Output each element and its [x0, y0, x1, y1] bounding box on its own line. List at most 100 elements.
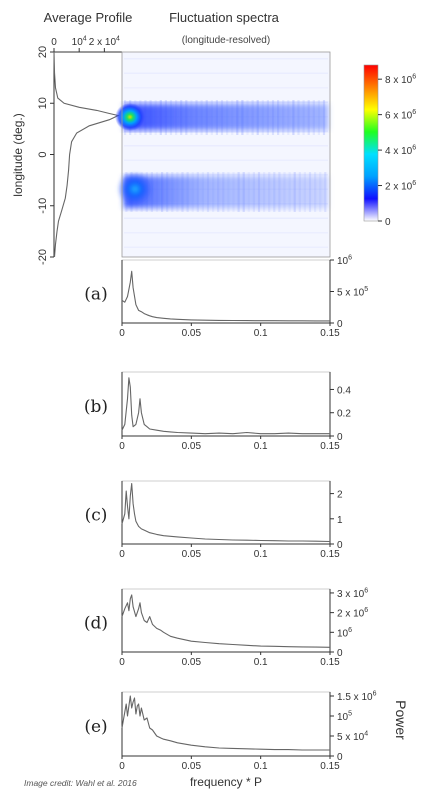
- panel-xtick-label: 0.1: [254, 761, 268, 772]
- panel-ytick-label: 0: [337, 648, 343, 659]
- heatmap-frame: [121, 51, 331, 258]
- panel-a-plot: 0 0.05 0.1 0.15 106 5 x 105 0 (a): [84, 255, 368, 340]
- panel-letter: (c): [85, 506, 108, 526]
- heatmap-band-bottom: [124, 176, 328, 208]
- spectrum-line: [121, 377, 330, 435]
- heatmap-background: [122, 52, 330, 257]
- panel-ytick-label: 105: [337, 711, 352, 724]
- panel-xtick-label: 0.15: [320, 761, 340, 772]
- panel-xtick-label: 0.15: [320, 441, 340, 452]
- colorbar-tick-label: 6 x 106: [385, 109, 416, 122]
- panel-xtick-label: 0.05: [182, 328, 202, 339]
- panel-c-plot: 0 0.05 0.1 0.15 2 1 0 (c): [85, 480, 343, 560]
- heatmap-band-top: [124, 104, 328, 130]
- panel-e-plot: 0 0.05 0.1 0.15 1.5 x 106 105 5 x 104 0 (e): [84, 691, 376, 773]
- panel-ytick-label: 1.5 x 106: [337, 691, 377, 704]
- colorbar: 8 x 106 6 x 106 4 x 106 2 x 106 0: [363, 64, 416, 228]
- spectrum-line: [121, 482, 331, 543]
- heatmap-row: [124, 101, 328, 103]
- panel-letter: (a): [84, 285, 107, 305]
- frequency-axis-label: frequency * P: [190, 775, 262, 789]
- panel-frame: [121, 480, 331, 545]
- profile-xtick-label: 2 x 104: [89, 36, 120, 49]
- panel-ytick-label: 0.2: [337, 409, 351, 420]
- panel-xtick-label: 0.15: [320, 328, 340, 339]
- heatmap-row: [124, 87, 328, 89]
- panel-frame: [121, 691, 331, 757]
- panel-ytick-label: 0: [337, 752, 343, 763]
- panel-xtick-label: 0.05: [182, 441, 202, 452]
- panel-ytick-label: 5 x 105: [337, 286, 368, 299]
- colorbar-tick-label: 4 x 106: [385, 145, 416, 158]
- panel-letter: (e): [84, 717, 107, 737]
- panel-xtick-label: 0: [119, 328, 125, 339]
- panel-letter: (b): [84, 397, 108, 417]
- profile-ytick-label: -10: [37, 198, 49, 214]
- heatmap-row: [124, 72, 328, 74]
- panel-xtick-label: 0.05: [182, 761, 202, 772]
- profile-ytick-label: 0: [37, 151, 49, 157]
- spectrum-panels: 0 0.05 0.1 0.15 106 5 x 105 0 (a) 0 0.05 0.1 0.15 0.…: [84, 255, 377, 773]
- fluctuation-spectra-heatmap: [115, 51, 331, 258]
- heatmap-row: [124, 130, 328, 132]
- panel-ytick-label: 5 x 104: [337, 731, 368, 744]
- spectrum-line: [121, 594, 331, 648]
- profile-title: Average Profile: [44, 10, 133, 25]
- panel-xtick-label: 0.1: [254, 328, 268, 339]
- panel-xtick-label: 0: [119, 657, 125, 668]
- profile-xtick-label: 104: [72, 36, 87, 49]
- panel-xtick-label: 0: [119, 761, 125, 772]
- panel-d-plot: 0 0.05 0.1 0.15 3 x 106 2 x 106 106 0 (d): [84, 587, 368, 668]
- heatmap-row: [124, 232, 328, 234]
- image-credit: Image credit: Wahl et al. 2016: [24, 778, 137, 788]
- profile-ytick-label: 10: [37, 97, 49, 109]
- panel-ytick-label: 106: [337, 627, 352, 640]
- spectra-title: Fluctuation spectra: [169, 10, 280, 25]
- panel-xtick-label: 0.05: [182, 549, 202, 560]
- panel-xtick-label: 0: [119, 441, 125, 452]
- profile-curve: [53, 51, 120, 258]
- spectra-subtitle: (longitude-resolved): [182, 35, 270, 46]
- panel-ytick-label: 106: [337, 255, 352, 268]
- heatmap-row: [124, 58, 328, 60]
- longitude-axis-label: longitude (deg.): [11, 113, 25, 196]
- colorbar-tick-label: 2 x 106: [385, 180, 416, 193]
- heatmap-hotspot-bottom: [117, 172, 153, 206]
- profile-xtick-label: 0: [51, 37, 57, 48]
- heatmap-row: [124, 159, 328, 161]
- panel-ytick-label: 0: [337, 432, 343, 443]
- panel-ytick-label: 1: [337, 515, 343, 526]
- heatmap-row: [124, 217, 328, 219]
- panel-xtick-label: 0.1: [254, 657, 268, 668]
- heatmap-hotspot-top: [115, 103, 145, 131]
- panel-ytick-label: 0: [337, 540, 343, 551]
- panel-frame: [121, 588, 331, 653]
- panel-xtick-label: 0.1: [254, 549, 268, 560]
- panel-letter: (d): [84, 614, 108, 634]
- panel-xtick-label: 0.15: [320, 549, 340, 560]
- colorbar-gradient: [363, 64, 379, 222]
- colorbar-tick-label: 0: [385, 217, 391, 228]
- heatmap-row: [124, 174, 328, 176]
- panel-ytick-label: 0.4: [337, 385, 351, 396]
- panel-ytick-label: 0: [337, 319, 343, 330]
- spectrum-line: [121, 695, 330, 751]
- spectrum-line: [121, 270, 330, 322]
- average-profile-plot: 0 104 2 x 104 -20 -10 0 10 20: [37, 36, 122, 265]
- panel-xtick-label: 0.05: [182, 657, 202, 668]
- panel-ytick-label: 2 x 106: [337, 607, 368, 620]
- panel-b-plot: 0 0.05 0.1 0.15 0.4 0.2 0 (b): [84, 371, 351, 452]
- panel-ytick-label: 3 x 106: [337, 587, 368, 600]
- heatmap-row: [124, 246, 328, 248]
- colorbar-tick-label: 8 x 106: [385, 74, 416, 87]
- heatmap-row: [124, 145, 328, 147]
- panel-ytick-label: 2: [337, 490, 343, 501]
- profile-ytick-label: -20: [37, 249, 49, 265]
- panel-xtick-label: 0.1: [254, 441, 268, 452]
- panel-frame: [121, 371, 331, 437]
- panel-xtick-label: 0: [119, 549, 125, 560]
- profile-ytick-label: 20: [37, 46, 49, 58]
- panel-xtick-label: 0.15: [320, 657, 340, 668]
- power-axis-label: Power: [393, 700, 409, 740]
